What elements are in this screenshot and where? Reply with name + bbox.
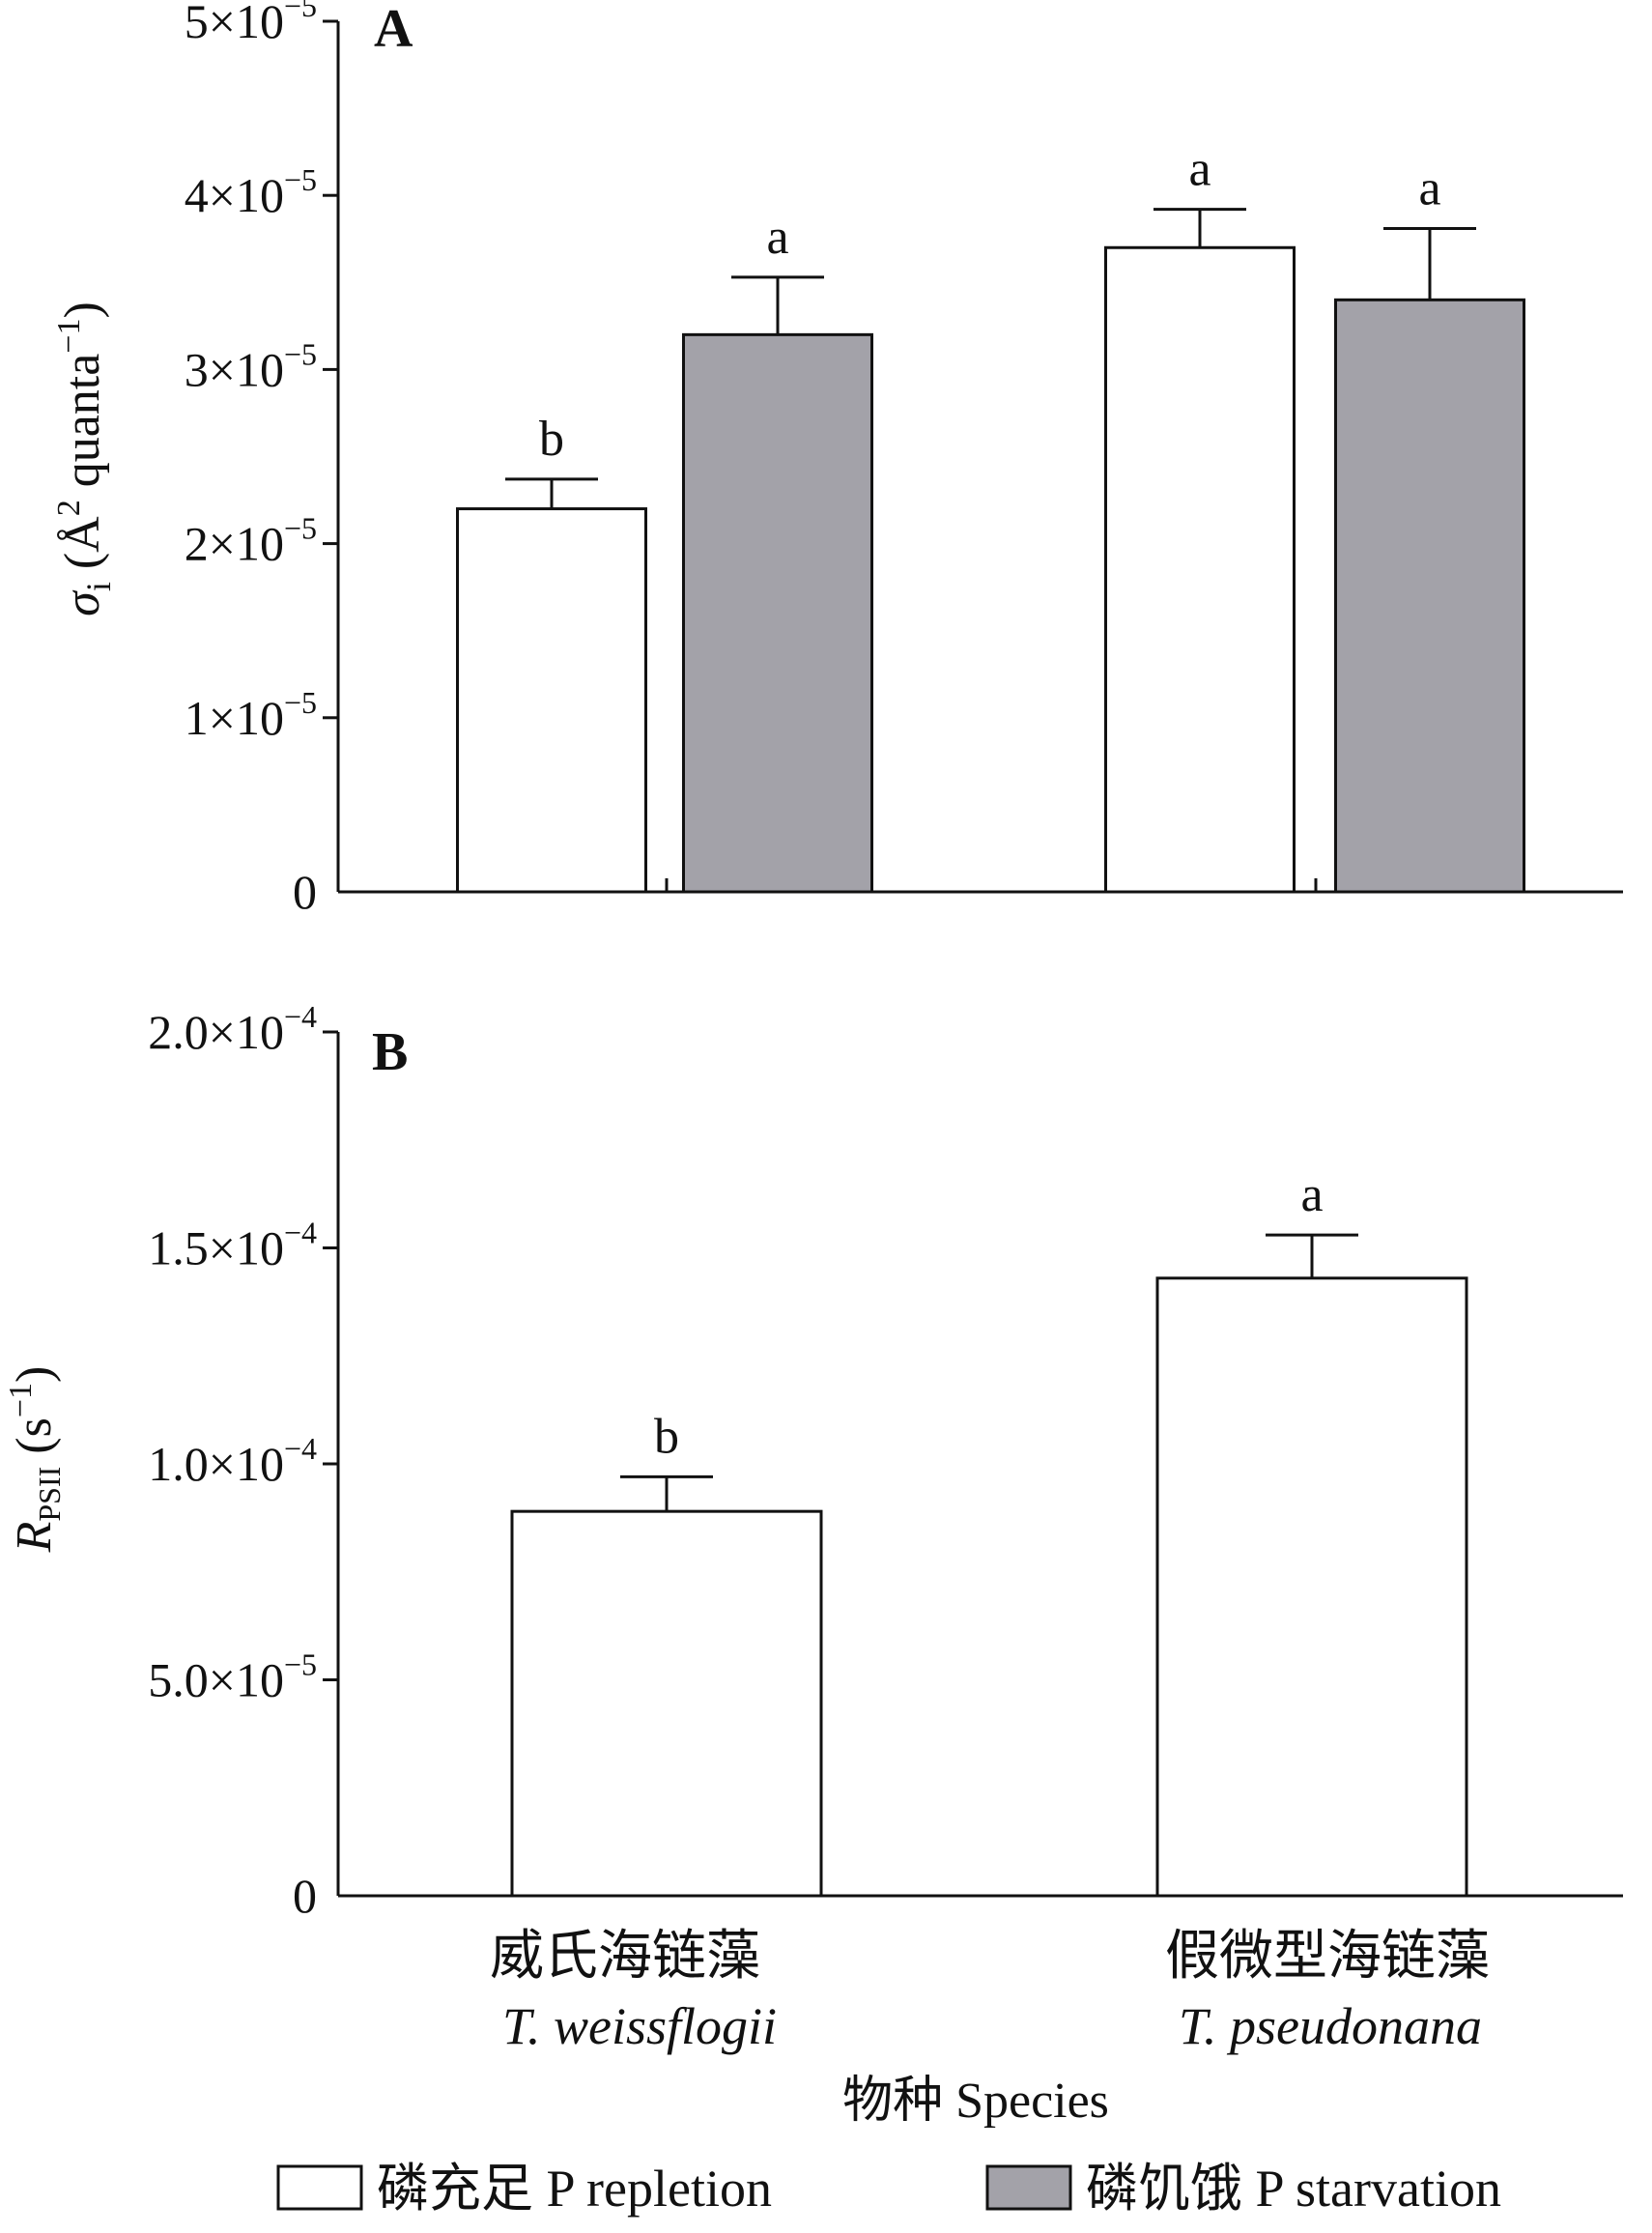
- panel-b: B 05.0×10−51.0×10−41.5×10−42.0×10−4 ba R…: [3, 999, 1623, 1923]
- panel-b-ylabel-subscript: PSII: [32, 1467, 67, 1522]
- panel-a-ytick-label-1: 1×10−5: [185, 685, 317, 745]
- panel-a-ylabel-symbol: σ: [55, 589, 110, 616]
- category-label-en-2: T. pseudonana: [1179, 1997, 1482, 2055]
- panel-a: A 0 1×10−5 2×10−5 3×10−5 4×10−5 5×10−5 b a a a σ…: [51, 0, 1623, 919]
- panel-a-sig-letter-s0-c1: a: [1188, 142, 1211, 197]
- category-labels: 威氏海链藻 T. weissflogii 假微型海链藻 T. pseudonan…: [490, 1927, 1490, 2055]
- panel-a-letter: A: [374, 0, 413, 59]
- panel-b-bar-s0-c1: [1155, 1276, 1468, 1898]
- legend-swatch-repletion: [276, 2164, 363, 2211]
- x-axis-title: 物种 Species: [842, 2074, 1109, 2129]
- panel-a-ylabel-sup2: −1: [51, 318, 87, 353]
- panel-b-bars: ba: [510, 1167, 1468, 1898]
- panel-b-sig-letter-s0-c1: a: [1300, 1167, 1323, 1222]
- panel-a-sig-letter-s1-c1: a: [1418, 160, 1440, 215]
- panel-a-bars: b a a a: [456, 142, 1525, 894]
- panel-b-letter: B: [372, 1022, 408, 1082]
- legend-label-starvation: 磷饥饿 P starvation: [1086, 2160, 1501, 2218]
- panel-b-ticks: 0 5.0×10−5 1.0×10−4 1.5×10−4 2.0×10−4: [148, 999, 1314, 1923]
- panel-a-ytick-label-0: 0: [293, 865, 317, 919]
- panel-a-bar-s1-c0: [682, 332, 873, 894]
- panel-a-sig-letter-s0-c0: b: [539, 412, 564, 467]
- panel-b-ytick-label-2: 1.0×10−4: [148, 1431, 317, 1491]
- panel-a-ytick-label-4: 4×10−5: [185, 162, 317, 222]
- panel-b-ylabel-end: ): [7, 1366, 62, 1383]
- panel-b-y-axis-title: RPSII (s−1): [3, 1366, 67, 1554]
- category-label-en-1: T. weissflogii: [502, 1997, 777, 2055]
- panel-b-bar-s0-c0: [510, 1509, 823, 1898]
- category-label-cn-1: 威氏海链藻: [490, 1927, 760, 1987]
- panel-a-y-axis-title: σi (Å2 quanta−1): [51, 301, 118, 616]
- panel-a-ylabel-subscript: i: [79, 582, 118, 591]
- panel-a-bar-s0-c0: [456, 507, 647, 894]
- category-label-cn-2: 假微型海链藻: [1165, 1927, 1490, 1987]
- legend-swatch-starvation: [985, 2164, 1072, 2211]
- legend-label-repletion: 磷充足 P repletion: [377, 2160, 772, 2218]
- panel-a-sig-letter-s1-c0: a: [766, 210, 788, 265]
- panel-a-ylabel-end: ): [55, 301, 110, 318]
- panel-a-ytick-label-2: 2×10−5: [185, 511, 317, 571]
- legend: 磷充足 P repletion 磷饥饿 P starvation: [276, 2160, 1501, 2218]
- panel-a-bar-s1-c1: [1334, 298, 1525, 894]
- panel-b-ylabel-symbol: R: [7, 1522, 62, 1554]
- panel-b-ylabel-sup1: −1: [3, 1383, 39, 1417]
- panel-a-ylabel-sup1: 2: [51, 500, 87, 516]
- panel-b-ytick-label-4: 2.0×10−4: [148, 999, 317, 1059]
- panel-a-ticks: 0 1×10−5 2×10−5 3×10−5 4×10−5 5×10−5: [185, 0, 1318, 919]
- panel-b-ylabel-rest: (s: [7, 1417, 62, 1467]
- panel-b-sig-letter-s0-c0: b: [654, 1409, 679, 1464]
- panel-a-ytick-label-5: 5×10−5: [185, 0, 317, 48]
- panel-b-ytick-label-0: 0: [293, 1869, 317, 1923]
- panel-a-ylabel-mid: quanta: [55, 354, 110, 501]
- panel-b-ytick-label-1: 5.0×10−5: [148, 1647, 317, 1707]
- panel-a-ylabel-rest: (Å: [55, 516, 110, 582]
- panel-a-ytick-label-3: 3×10−5: [185, 336, 317, 396]
- panel-b-ytick-label-3: 1.5×10−4: [148, 1216, 317, 1275]
- panel-a-bar-s0-c1: [1104, 245, 1296, 894]
